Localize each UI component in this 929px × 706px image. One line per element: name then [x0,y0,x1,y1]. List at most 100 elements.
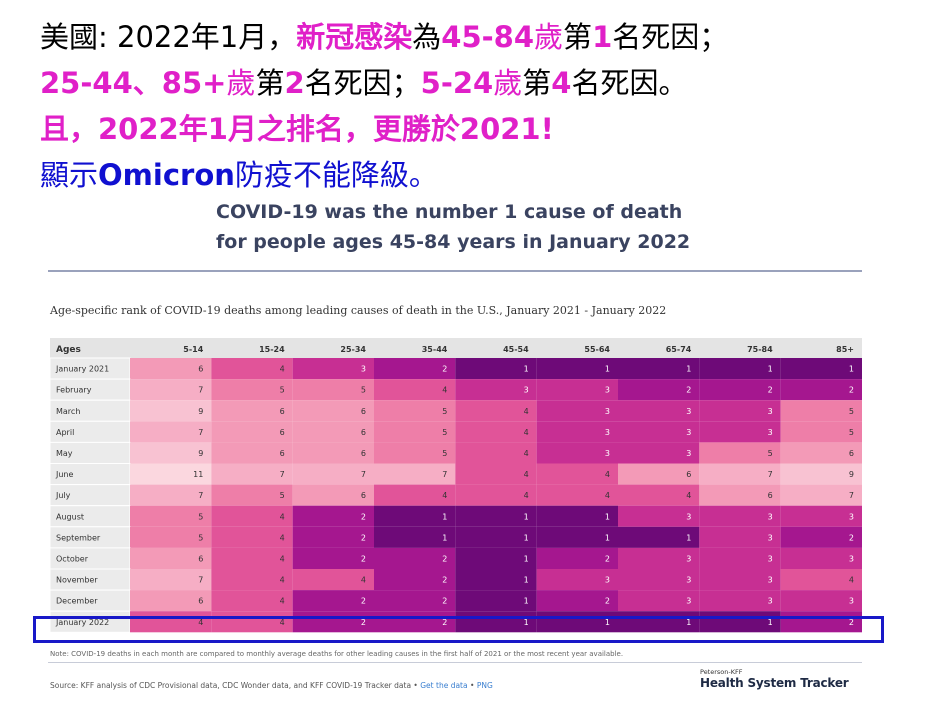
heatmap-cell [211,421,293,443]
cell-value: 5 [442,449,447,458]
headline-l4-show: 顯示 [40,158,99,192]
heatmap-cell [699,442,781,464]
heatmap-cell [211,547,293,569]
png-link[interactable]: PNG [476,681,493,690]
cell-value: 4 [280,597,285,606]
cell-value: 4 [280,533,285,542]
heatmap-cell [374,569,456,591]
cell-value: 11 [193,470,203,479]
heatmap-cell [292,358,374,380]
cell-value: 3 [686,554,691,563]
cell-value: 2 [361,533,366,542]
cell-value: 6 [280,428,285,437]
cell-value: 1 [686,533,691,542]
cell-value: 1 [524,576,529,585]
heatmap-cell [618,400,700,422]
heatmap-cell [699,590,781,612]
cell-value: 7 [442,470,447,479]
headline-l2-rank-b: 4 [551,66,572,100]
heatmap-cell [374,526,456,548]
cell-value: 3 [849,554,854,563]
row-label: August [56,512,84,521]
cell-value: 4 [280,554,285,563]
column-header-45-54: 45-54 [503,345,529,354]
headline-l2-di-b: 第 [522,66,552,100]
heatmap-cell [618,421,700,443]
cell-value: 7 [280,470,285,479]
cell-value: 2 [605,554,610,563]
column-header-15-24: 15-24 [259,345,285,354]
heatmap-cell [780,421,862,443]
source-text: Source: KFF analysis of CDC Provisional … [50,681,418,690]
cell-value: 5 [849,428,854,437]
heatmap-cell [780,505,862,527]
cell-value: 3 [605,576,610,585]
cell-value: 7 [361,470,366,479]
heatmap-cell [536,400,618,422]
cell-value: 7 [198,386,203,395]
cell-value: 1 [768,365,773,374]
heatmap-cell [292,400,374,422]
headline-l4-omicron: Omicron [98,158,235,192]
cell-value: 4 [198,618,203,627]
cell-value: 3 [686,428,691,437]
cell-value: 1 [524,365,529,374]
chart-title: COVID-19 was the number 1 cause of death… [216,197,816,257]
get-the-data-link[interactable]: Get the data [420,681,468,690]
cell-value: 6 [280,407,285,416]
heatmap-cell [130,400,212,422]
headline-l2-age-a: 25-44 [40,66,133,100]
cell-value: 3 [849,512,854,521]
cell-value: 4 [361,576,366,585]
cell-value: 4 [605,470,610,479]
column-header-65-74: 65-74 [666,345,692,354]
heatmap-cell [292,569,374,591]
heatmap-cell [374,400,456,422]
heatmap-cell [211,379,293,401]
cell-value: 7 [849,491,854,500]
heatmap-cell [455,590,537,612]
cell-value: 9 [198,449,203,458]
column-header-75-84: 75-84 [747,345,773,354]
heatmap-cell [780,547,862,569]
heatmap-cell [618,505,700,527]
footer-divider [48,662,862,663]
cell-value: 1 [524,512,529,521]
column-header-5-14: 5-14 [183,345,203,354]
cell-value: 6 [280,449,285,458]
heatmap-cell [536,358,618,380]
heatmap-cell [455,379,537,401]
cell-value: 5 [768,449,773,458]
headline-l2-sui-b: 歲 [493,66,523,100]
cell-value: 6 [361,407,366,416]
heatmap-cell [618,379,700,401]
headline-l2-sui-a: 歲 [226,66,256,100]
cell-value: 3 [768,597,773,606]
cell-value: 9 [198,407,203,416]
headline-l1-is: 為 [412,20,442,54]
brand-logo: Peterson-KFF Health System Tracker [700,668,862,690]
cell-value: 3 [605,428,610,437]
cell-value: 2 [686,386,691,395]
heatmap-cell [618,526,700,548]
cell-value: 2 [442,597,447,606]
heatmap-cell [536,379,618,401]
heatmap-cell [618,442,700,464]
cell-value: 2 [849,618,854,627]
cell-value: 1 [686,618,691,627]
cell-value: 1 [524,618,529,627]
heatmap-cell [536,547,618,569]
cell-value: 5 [198,533,203,542]
headline-l2-di-a: 第 [255,66,285,100]
cell-value: 3 [686,449,691,458]
heatmap-cell [536,505,618,527]
cell-value: 2 [361,554,366,563]
cell-value: 5 [280,491,285,500]
heatmap-cell [455,526,537,548]
heatmap-cell [699,484,781,506]
row-label: February [56,386,92,395]
cell-value: 6 [361,449,366,458]
cell-value: 2 [442,576,447,585]
headline-text: 美國: 2022年1月，新冠感染為45-84歲第1名死因； 25-44、85+歲… [40,14,920,198]
